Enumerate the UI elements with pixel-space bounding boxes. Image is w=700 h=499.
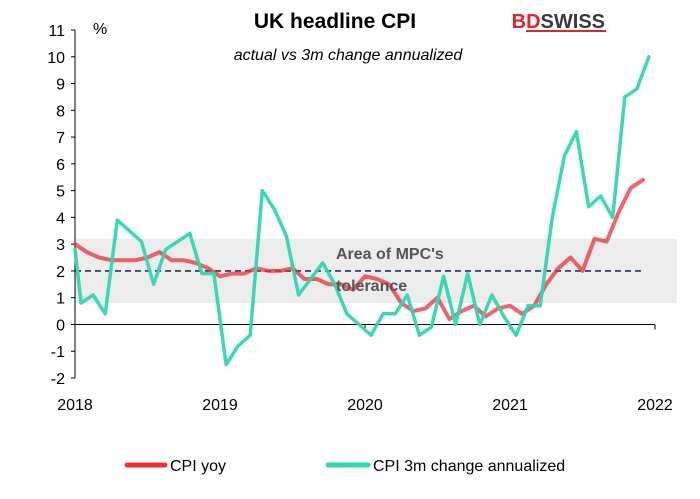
x-tick-label: 2022 — [637, 397, 673, 414]
band-label-line2: tolerance — [336, 278, 407, 295]
brand-logo: BDSWISS — [512, 11, 606, 33]
chart-title: UK headline CPI — [254, 10, 416, 33]
y-tick-label: 7 — [56, 130, 65, 147]
y-tick-label: -2 — [51, 371, 65, 388]
x-tick-label: 2018 — [57, 397, 93, 414]
series-group: Area of MPC's tolerance — [73, 55, 651, 367]
logo-underline — [526, 30, 606, 32]
legend: CPI yoy CPI 3m change annualized — [124, 458, 565, 475]
chart-subtitle: actual vs 3m change annualized — [234, 47, 464, 64]
y-tick-label: 5 — [56, 184, 65, 201]
y-tick-label: 1 — [56, 291, 65, 308]
y-unit-label: % — [93, 21, 107, 38]
legend-label-cpi-yoy: CPI yoy — [170, 458, 226, 475]
series-line-cpi-yoy — [73, 177, 645, 322]
y-tick-label: 6 — [56, 157, 65, 174]
y-tick-label: 8 — [56, 103, 65, 120]
tolerance-band-group — [75, 238, 677, 304]
y-tick-label: 4 — [56, 210, 65, 227]
legend-label-cpi-3m: CPI 3m change annualized — [373, 458, 565, 475]
y-tick-label: 3 — [56, 237, 65, 254]
x-tick-label: 2021 — [492, 397, 528, 414]
y-tick-label: 0 — [56, 317, 65, 334]
logo-text: BDSWISS — [512, 11, 605, 33]
y-tick-label: -1 — [51, 344, 65, 361]
axes-group: -2 -1 0 1 2 3 4 5 6 7 8 9 10 11 2018 2019 2020 2021 2022 — [47, 23, 673, 414]
band-label-line1: Area of MPC's — [336, 246, 444, 263]
y-tick-label: 9 — [56, 77, 65, 94]
y-tick-label: 11 — [48, 23, 65, 40]
y-tick-label: 10 — [47, 50, 65, 67]
x-tick-label: 2019 — [202, 397, 238, 414]
logo-swiss: SWISS — [541, 11, 605, 33]
logo-bd: BD — [512, 11, 541, 33]
y-tick-label: 2 — [56, 264, 65, 281]
x-tick-label: 2020 — [347, 397, 383, 414]
series-line-cpi-3m — [73, 55, 651, 367]
